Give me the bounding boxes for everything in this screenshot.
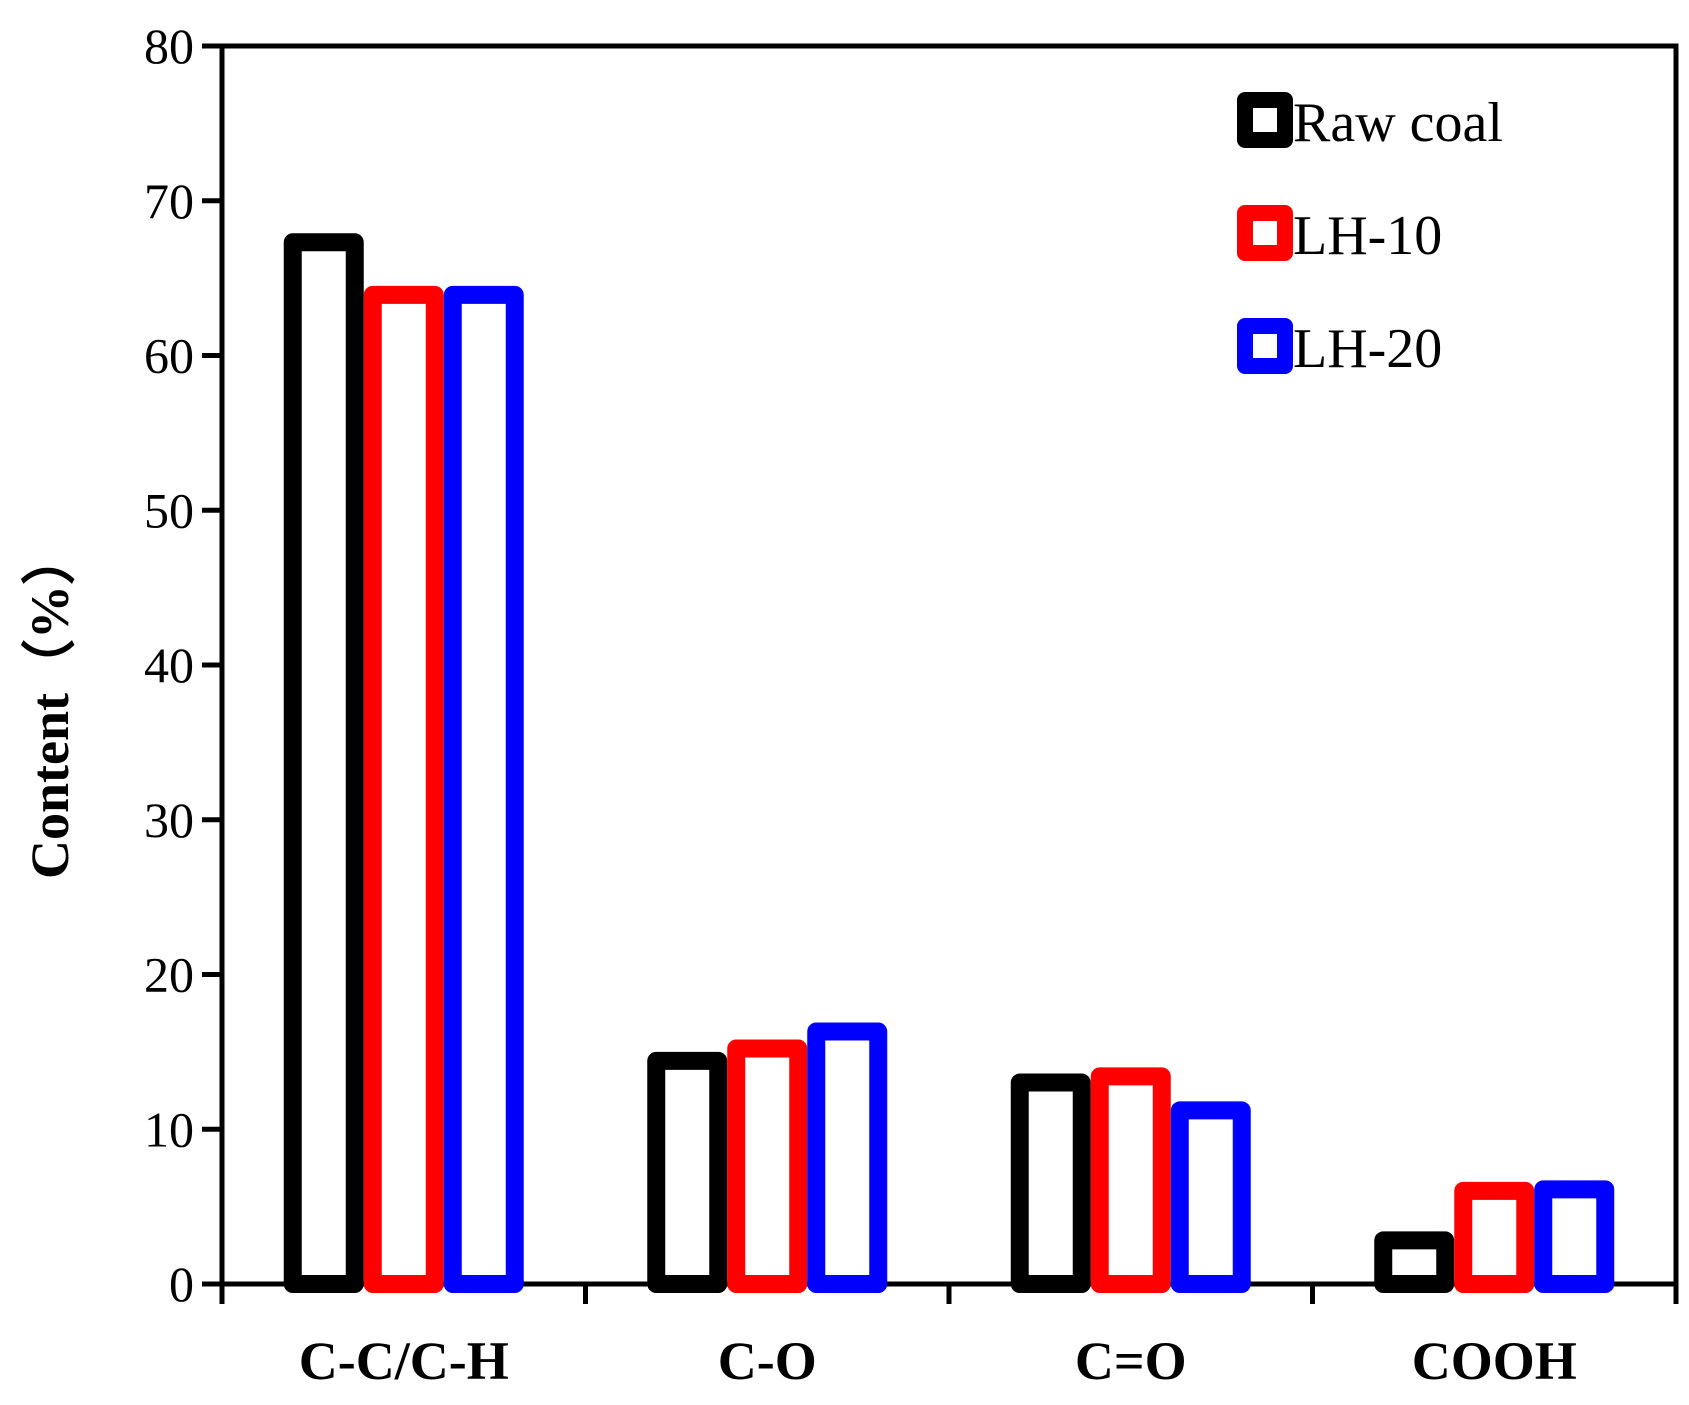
y-tick-label: 80 xyxy=(144,18,194,74)
legend-label: Raw coal xyxy=(1293,92,1503,154)
category-label: C-O xyxy=(718,1331,817,1391)
x-axis-ticks: C-C/C-H C-O C=O COOH xyxy=(219,1284,1679,1391)
y-axis-ticks: 0 10 20 30 40 50 60 70 80 xyxy=(144,18,222,1312)
category-label: C-C/C-H xyxy=(299,1331,509,1391)
y-tick-label: 0 xyxy=(169,1256,194,1312)
legend-swatch xyxy=(1237,205,1293,261)
bar-lh-20-1 xyxy=(807,1022,888,1294)
y-tick-label: 60 xyxy=(144,328,194,384)
y-tick-label: 50 xyxy=(144,482,194,538)
legend-label: LH-10 xyxy=(1293,205,1442,267)
bar-lh-10-3 xyxy=(1454,1181,1535,1293)
legend-swatch xyxy=(1237,318,1293,374)
bar-raw-coal-1 xyxy=(647,1051,728,1293)
bar-lh-20-0 xyxy=(443,285,524,1293)
bar-raw-coal-2 xyxy=(1010,1073,1091,1294)
legend-swatch xyxy=(1237,92,1293,148)
y-tick-label: 40 xyxy=(144,637,194,693)
bar-lh-10-2 xyxy=(1090,1067,1171,1293)
y-tick-label: 20 xyxy=(144,947,194,1003)
y-tick-label: 10 xyxy=(144,1101,194,1157)
category-label: C=O xyxy=(1075,1331,1187,1391)
bar-raw-coal-3 xyxy=(1374,1231,1455,1294)
bar-lh-20-3 xyxy=(1534,1180,1615,1294)
category-label: COOH xyxy=(1412,1331,1577,1391)
bar-lh-20-2 xyxy=(1170,1101,1251,1294)
legend-label: LH-20 xyxy=(1293,318,1442,380)
y-tick-label: 30 xyxy=(144,792,194,848)
legend: Raw coal LH-10 LH-20 xyxy=(1237,92,1503,380)
y-axis-title: Content（%） xyxy=(20,531,80,879)
bar-raw-coal-0 xyxy=(283,233,364,1293)
bars xyxy=(283,233,1615,1294)
bar-lh-10-1 xyxy=(727,1039,808,1293)
y-tick-label: 70 xyxy=(144,173,194,229)
bar-lh-10-0 xyxy=(363,285,444,1293)
